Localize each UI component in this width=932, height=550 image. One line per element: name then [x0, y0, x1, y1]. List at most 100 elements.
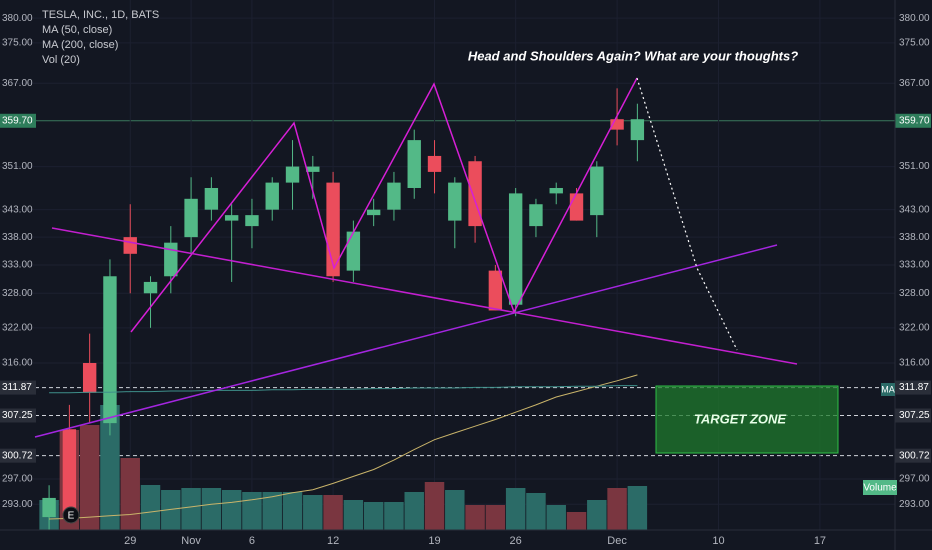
candle-body	[569, 193, 584, 221]
y-tick-badge	[895, 113, 931, 128]
trend-line	[51, 227, 798, 365]
y-tick-badge	[895, 448, 931, 463]
y-tick-label: 328.00	[2, 288, 33, 299]
volume-bar	[262, 492, 282, 530]
volume-label: Volume	[863, 483, 897, 494]
candle-body	[529, 204, 543, 227]
x-tick-label: 29	[124, 535, 136, 547]
x-tick-label: 17	[814, 535, 826, 547]
legend-entry: MA (200, close)	[42, 39, 118, 51]
ma-label: MA	[881, 384, 895, 394]
volume-bar	[384, 502, 404, 530]
y-tick-badge	[0, 408, 36, 423]
candle-body	[265, 182, 279, 210]
candle-body	[143, 281, 158, 294]
volume-badge	[863, 480, 897, 495]
candle-body	[610, 119, 624, 130]
candle-body	[508, 193, 523, 305]
volume-bar	[161, 490, 181, 530]
ma-line	[49, 385, 638, 394]
neckline	[34, 244, 778, 438]
candle-body	[407, 140, 421, 188]
candle-body	[366, 209, 381, 216]
ma-line	[49, 374, 638, 520]
candle-body	[346, 231, 361, 271]
y-tick-label: 300.72	[899, 450, 930, 461]
volume-bar	[120, 458, 140, 530]
y-tick-badge	[895, 408, 931, 423]
volume-bar	[566, 512, 587, 530]
y-tick-label: 293.00	[899, 499, 930, 510]
candle-body	[42, 497, 56, 518]
volume-bar	[526, 493, 546, 530]
y-tick-label: 316.00	[899, 358, 930, 369]
x-tick-label: 6	[249, 535, 255, 547]
volume-bar	[607, 488, 627, 530]
y-tick-label: 333.00	[899, 260, 930, 271]
y-tick-label: 297.00	[2, 474, 33, 485]
y-tick-label: 343.00	[2, 204, 33, 215]
y-tick-label: 343.00	[899, 204, 930, 215]
candle-body	[82, 362, 97, 393]
y-tick-badge	[0, 448, 36, 463]
candle-body	[62, 429, 77, 518]
volume-bar	[424, 482, 445, 530]
y-tick-label: 367.00	[2, 78, 33, 89]
volume-bar	[546, 505, 566, 530]
candle-body	[630, 119, 645, 141]
volume-bar	[140, 485, 161, 530]
y-tick-badge	[895, 380, 931, 395]
x-tick-label: 26	[510, 535, 522, 547]
y-tick-label: 359.70	[2, 115, 33, 126]
volume-bar	[79, 425, 100, 530]
candle-body	[184, 198, 198, 238]
candle-body	[204, 187, 219, 210]
chart-title: TESLA, INC., 1D, BATS	[42, 9, 159, 21]
candle-body	[245, 215, 259, 227]
candle-body	[306, 166, 320, 172]
candle-body	[590, 166, 604, 216]
x-tick-label: 19	[428, 535, 440, 547]
y-tick-label: 375.00	[899, 38, 930, 49]
y-tick-label: 311.87	[899, 382, 929, 393]
y-tick-label: 338.00	[899, 232, 930, 243]
target-zone	[655, 385, 839, 454]
volume-bar	[627, 486, 648, 530]
legend-entry: Vol (20)	[42, 54, 80, 66]
candle-body	[164, 242, 178, 277]
y-tick-label: 322.00	[2, 322, 33, 333]
candle-body	[224, 215, 239, 221]
target-label: TARGET ZONE	[694, 411, 787, 426]
y-tick-label: 300.72	[2, 450, 33, 461]
y-tick-label: 375.00	[2, 38, 33, 49]
y-tick-label: 307.25	[2, 410, 33, 421]
volume-bar	[323, 495, 343, 530]
x-tick-label: 10	[712, 535, 724, 547]
annotation: Head and Shoulders Again? What are your …	[468, 48, 798, 63]
y-tick-label: 293.00	[2, 499, 33, 510]
event-marker	[62, 506, 80, 524]
y-tick-label: 311.87	[2, 382, 32, 393]
volume-bar	[445, 490, 465, 530]
y-tick-label: 351.00	[2, 161, 33, 172]
volume-bar	[485, 505, 506, 530]
x-tick-label: 12	[327, 535, 339, 547]
x-tick-label: Nov	[181, 535, 201, 547]
event-label: E	[68, 511, 75, 522]
x-tick-label: Dec	[607, 535, 627, 547]
volume-bar	[221, 490, 242, 530]
candle-body	[387, 182, 401, 210]
volume-bar	[363, 502, 384, 530]
candle-body	[427, 155, 442, 172]
projection-line	[636, 77, 738, 351]
volume-bar	[404, 492, 424, 530]
y-tick-label: 351.00	[899, 161, 930, 172]
candle-body	[448, 182, 462, 221]
volume-bar	[181, 488, 201, 530]
y-tick-label: 328.00	[899, 288, 930, 299]
y-tick-label: 367.00	[899, 78, 930, 89]
y-tick-label: 380.00	[2, 13, 33, 24]
